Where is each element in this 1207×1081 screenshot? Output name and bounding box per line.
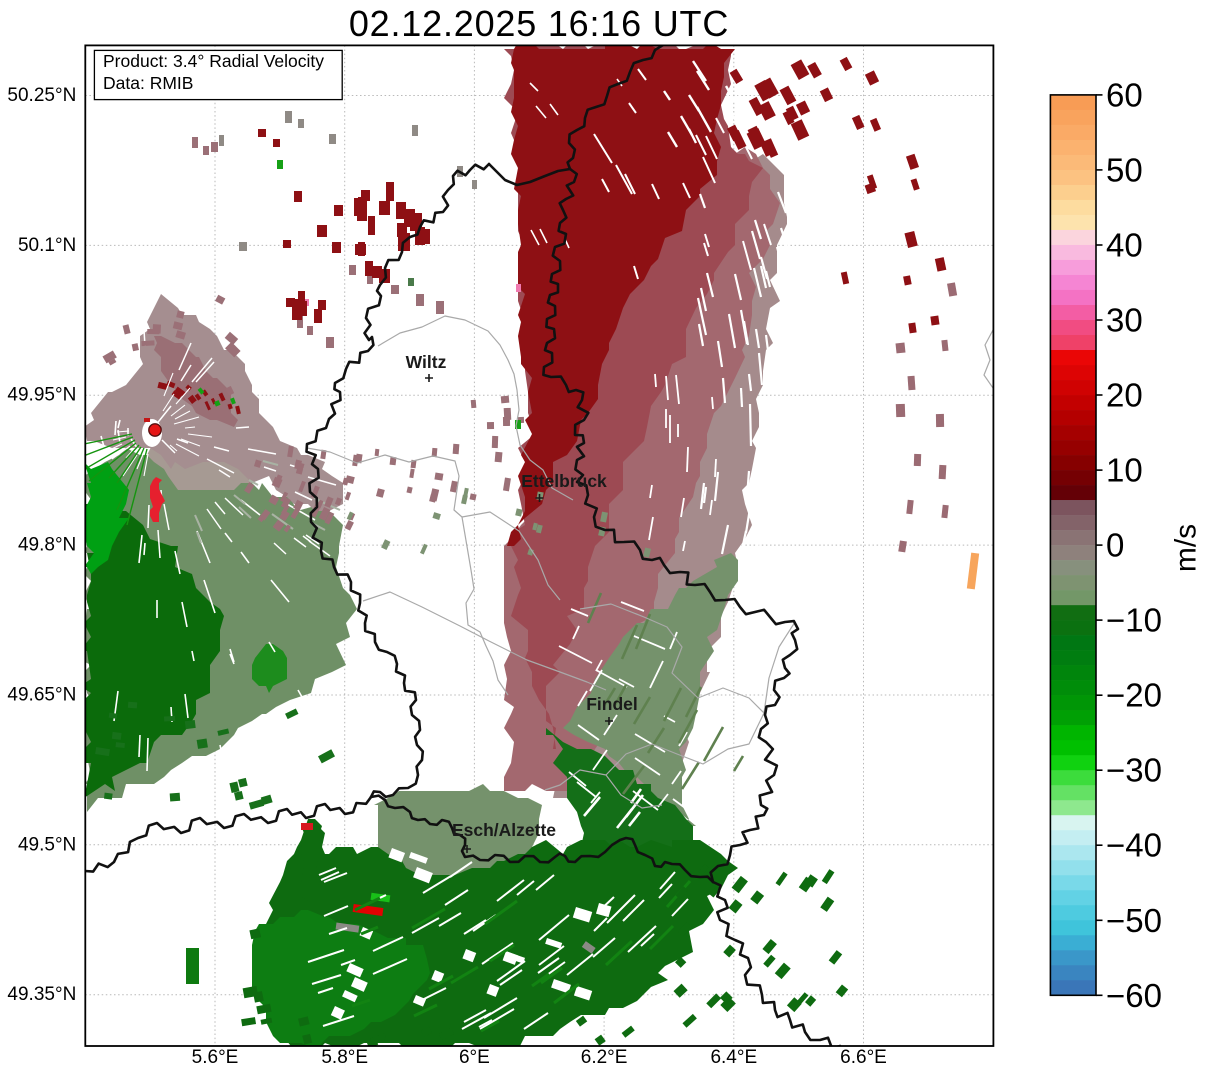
svg-text:m/s: m/s (1170, 524, 1203, 572)
svg-text:5.6°E: 5.6°E (192, 1047, 239, 1068)
svg-text:20: 20 (1106, 377, 1143, 414)
svg-text:49.8°N: 49.8°N (18, 535, 76, 556)
svg-text:6°E: 6°E (459, 1047, 490, 1068)
svg-text:Wiltz: Wiltz (406, 352, 447, 372)
svg-text:Esch/Alzette: Esch/Alzette (452, 820, 556, 840)
svg-text:−10: −10 (1106, 602, 1162, 639)
svg-text:50.25°N: 50.25°N (7, 85, 76, 106)
svg-text:−60: −60 (1106, 977, 1162, 1014)
svg-text:49.95°N: 49.95°N (7, 385, 76, 406)
svg-text:49.35°N: 49.35°N (7, 984, 76, 1005)
svg-text:60: 60 (1106, 76, 1143, 113)
svg-text:50: 50 (1106, 151, 1143, 188)
svg-text:−30: −30 (1106, 752, 1162, 789)
svg-text:6.2°E: 6.2°E (581, 1047, 628, 1068)
svg-text:−40: −40 (1106, 827, 1162, 864)
svg-text:−50: −50 (1106, 902, 1162, 939)
svg-text:50.1°N: 50.1°N (18, 235, 76, 256)
svg-text:Data: RMIB: Data: RMIB (103, 73, 193, 93)
svg-text:5.8°E: 5.8°E (321, 1047, 368, 1068)
svg-text:Findel: Findel (586, 694, 638, 714)
svg-text:Ettelbruck: Ettelbruck (521, 471, 607, 491)
svg-text:Product: 3.4° Radial Velocity: Product: 3.4° Radial Velocity (103, 51, 324, 71)
svg-text:0: 0 (1106, 527, 1124, 564)
svg-text:6.4°E: 6.4°E (710, 1047, 757, 1068)
svg-text:02.12.2025 16:16 UTC: 02.12.2025 16:16 UTC (349, 3, 729, 44)
svg-text:10: 10 (1106, 452, 1143, 489)
svg-text:30: 30 (1106, 302, 1143, 339)
svg-text:−20: −20 (1106, 677, 1162, 714)
svg-text:40: 40 (1106, 227, 1143, 264)
svg-text:49.65°N: 49.65°N (7, 685, 76, 706)
svg-text:6.6°E: 6.6°E (840, 1047, 887, 1068)
svg-text:49.5°N: 49.5°N (18, 834, 76, 855)
